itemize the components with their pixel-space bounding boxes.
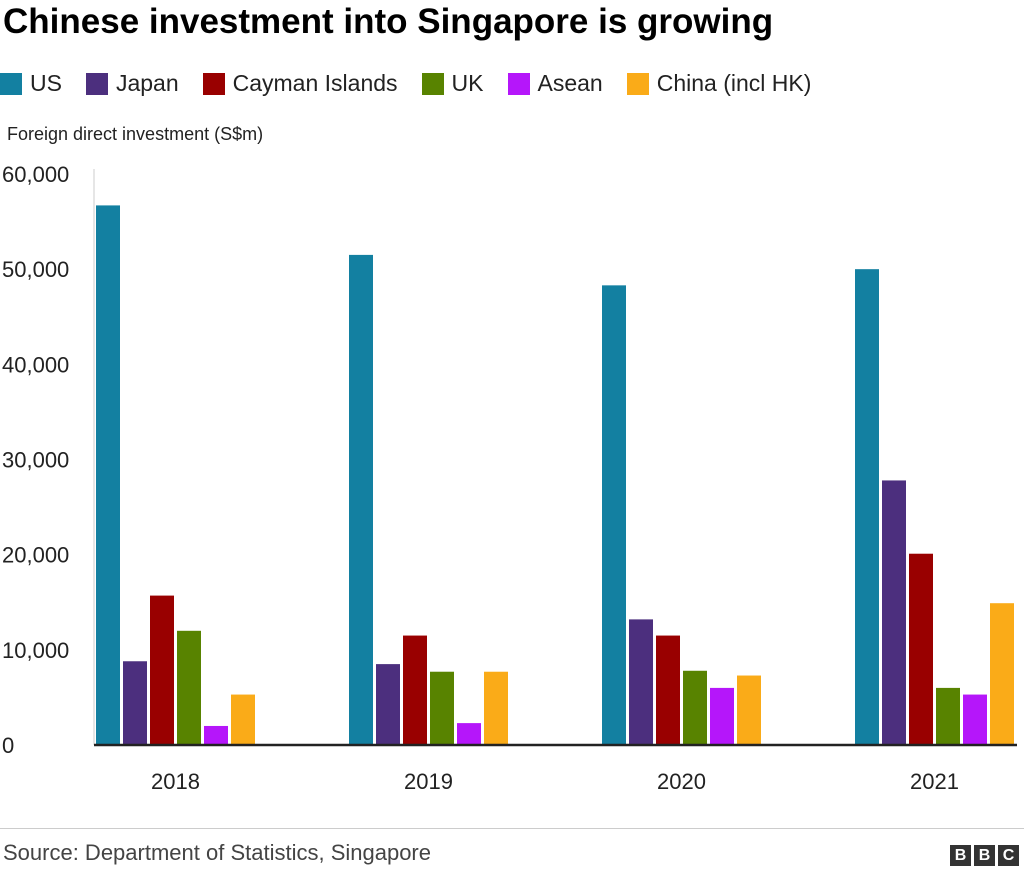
footer-divider <box>0 828 1024 829</box>
legend-swatch <box>421 72 444 95</box>
bar-china-incl-hk--2018 <box>231 694 255 745</box>
logo-letter: B <box>950 845 971 866</box>
legend-label: UK <box>451 70 484 96</box>
legend-item: Cayman Islands <box>202 70 398 97</box>
legend-item: China (incl HK) <box>626 70 812 97</box>
y-tick-label: 60,000 <box>2 162 69 187</box>
bar-china-incl-hk--2020 <box>737 675 761 745</box>
bar-cayman-islands-2018 <box>150 595 174 745</box>
bar-asean-2019 <box>457 723 481 745</box>
bar-us-2021 <box>855 269 879 745</box>
y-tick-label: 50,000 <box>2 257 69 282</box>
bar-uk-2018 <box>177 630 201 745</box>
bar-cayman-islands-2021 <box>909 553 933 745</box>
legend-item: Asean <box>507 70 603 97</box>
y-tick-label: 40,000 <box>2 352 69 377</box>
y-tick-label: 10,000 <box>2 638 69 663</box>
bar-china-incl-hk--2021 <box>990 603 1014 745</box>
chart-title: Chinese investment into Singapore is gro… <box>3 2 774 41</box>
legend-label: Japan <box>115 70 179 96</box>
logo-letter: C <box>998 845 1019 866</box>
bar-asean-2020 <box>710 687 734 745</box>
bar-asean-2018 <box>204 725 228 745</box>
x-tick-label: 2021 <box>910 769 959 794</box>
bar-us-2018 <box>96 205 120 745</box>
bar-japan-2018 <box>123 661 147 745</box>
bar-cayman-islands-2020 <box>656 635 680 745</box>
y-tick-label: 0 <box>2 733 14 758</box>
y-tick-label: 20,000 <box>2 543 69 568</box>
bar-china-incl-hk--2019 <box>484 671 508 745</box>
bar-uk-2020 <box>683 670 707 745</box>
bar-japan-2020 <box>629 619 653 745</box>
bar-cayman-islands-2019 <box>403 635 427 745</box>
legend-swatch <box>202 72 225 95</box>
bar-chart: 0 10,000 20,000 30,000 40,000 50,000 60,000 201… <box>2 162 1017 794</box>
source-note: Source: Department of Statistics, Singap… <box>3 840 431 865</box>
legend-swatch <box>85 72 108 95</box>
y-axis-title: Foreign direct investment (S$m) <box>7 124 264 144</box>
legend-label: China (incl HK) <box>656 70 812 96</box>
legend-label: Asean <box>537 70 603 96</box>
legend-label: US <box>30 70 62 96</box>
x-tick-label: 2019 <box>404 769 453 794</box>
bar-japan-2021 <box>882 480 906 745</box>
legend-item: US <box>0 70 62 97</box>
legend-item: UK <box>421 70 484 97</box>
bar-us-2020 <box>602 285 626 745</box>
legend-swatch <box>626 72 649 95</box>
bar-us-2019 <box>349 254 373 745</box>
x-tick-label: 2018 <box>151 769 200 794</box>
legend-item: Japan <box>85 70 179 97</box>
legend-swatch <box>0 72 22 95</box>
y-tick-label: 30,000 <box>2 448 69 473</box>
bar-uk-2019 <box>430 671 454 745</box>
legend-swatch <box>507 72 530 95</box>
legend-label: Cayman Islands <box>232 70 398 96</box>
legend: US Japan Cayman Islands UK Asean China (incl … <box>0 70 835 97</box>
bbc-logo: B B C <box>950 845 1022 866</box>
bar-uk-2021 <box>936 687 960 745</box>
x-tick-label: 2020 <box>657 769 706 794</box>
logo-letter: B <box>974 845 995 866</box>
bar-asean-2021 <box>963 694 987 745</box>
bar-japan-2019 <box>376 664 400 745</box>
